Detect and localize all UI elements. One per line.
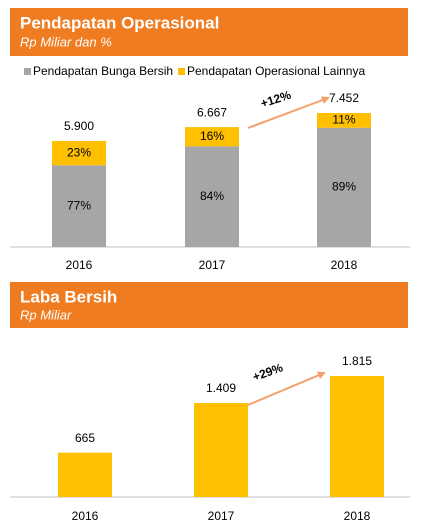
chart-title: Laba Bersih <box>20 287 117 306</box>
x-tick-label: 2018 <box>344 509 371 523</box>
bar <box>194 403 248 497</box>
growth-annotation: +29% <box>251 360 285 384</box>
data-label: 23% <box>67 145 91 159</box>
x-tick-label: 2017 <box>208 509 235 523</box>
data-label: 77% <box>67 198 91 212</box>
growth-arrow <box>247 371 326 406</box>
bar-segment <box>317 113 371 128</box>
data-label: 16% <box>200 129 224 143</box>
legend-swatch <box>178 68 185 75</box>
bar-segment <box>52 140 106 166</box>
growth-annotation: +12% <box>259 88 293 111</box>
data-label: 84% <box>200 189 224 203</box>
bar-segment <box>52 165 106 247</box>
data-label: 1.409 <box>206 381 236 395</box>
bar <box>58 452 112 497</box>
total-label: 7.452 <box>329 91 359 105</box>
x-tick-label: 2016 <box>66 258 93 272</box>
total-label: 5.900 <box>64 119 94 133</box>
chart-subtitle: Rp Miliar <box>20 307 72 322</box>
chart-subtitle: Rp Miliar dan % <box>20 34 112 49</box>
chart-title: Pendapatan Operasional <box>20 13 219 32</box>
total-label: 6.667 <box>197 105 227 119</box>
legend-label: Pendapatan Operasional Lainnya <box>187 64 365 78</box>
bar-segment <box>185 146 239 247</box>
data-label: 1.815 <box>342 354 372 368</box>
x-tick-label: 2016 <box>72 509 99 523</box>
bar <box>330 376 384 497</box>
x-tick-label: 2018 <box>331 258 358 272</box>
legend-swatch <box>24 68 31 75</box>
header-bar <box>10 282 408 328</box>
legend-label: Pendapatan Bunga Bersih <box>33 64 173 78</box>
bar-segment <box>185 127 239 147</box>
data-label: 665 <box>75 431 95 445</box>
x-tick-label: 2017 <box>199 258 226 272</box>
data-label: 11% <box>332 113 355 127</box>
data-label: 89% <box>332 180 356 194</box>
growth-arrow <box>247 96 330 129</box>
header-bar <box>10 8 408 56</box>
bar-segment <box>317 127 371 247</box>
